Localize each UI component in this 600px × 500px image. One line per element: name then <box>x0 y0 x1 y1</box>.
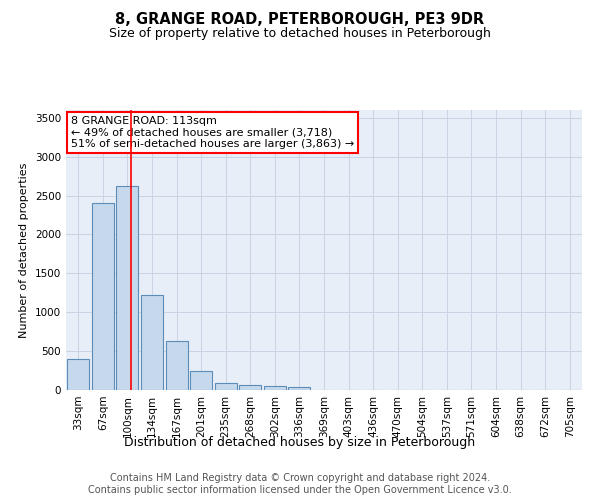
Bar <box>289 387 310 390</box>
Text: Contains HM Land Registry data © Crown copyright and database right 2024.
Contai: Contains HM Land Registry data © Crown c… <box>88 474 512 495</box>
Text: 8 GRANGE ROAD: 113sqm
← 49% of detached houses are smaller (3,718)
51% of semi-d: 8 GRANGE ROAD: 113sqm ← 49% of detached … <box>71 116 355 149</box>
Bar <box>67 359 89 390</box>
Bar <box>215 382 237 390</box>
Bar <box>264 386 286 390</box>
Bar <box>239 385 262 390</box>
Text: Distribution of detached houses by size in Peterborough: Distribution of detached houses by size … <box>124 436 476 449</box>
Bar <box>141 295 163 390</box>
Bar <box>190 370 212 390</box>
Bar <box>92 204 114 390</box>
Text: 8, GRANGE ROAD, PETERBOROUGH, PE3 9DR: 8, GRANGE ROAD, PETERBOROUGH, PE3 9DR <box>115 12 485 28</box>
Bar <box>166 341 188 390</box>
Bar <box>116 186 139 390</box>
Text: Size of property relative to detached houses in Peterborough: Size of property relative to detached ho… <box>109 28 491 40</box>
Y-axis label: Number of detached properties: Number of detached properties <box>19 162 29 338</box>
